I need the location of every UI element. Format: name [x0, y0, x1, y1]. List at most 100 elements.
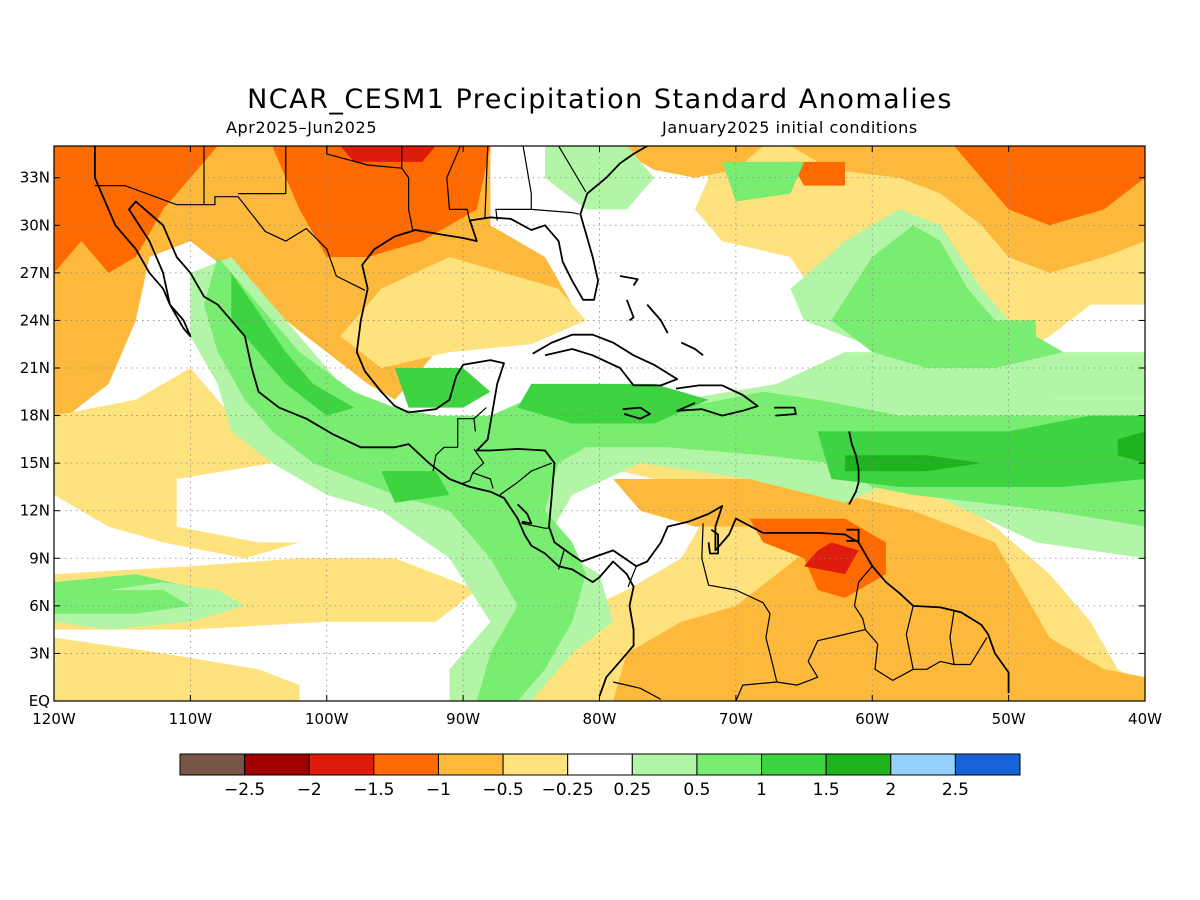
legend-label: −2	[297, 780, 322, 800]
anomaly-region-17	[804, 542, 859, 575]
legend-swatch	[373, 753, 439, 776]
legend-label: 2.5	[942, 780, 969, 800]
x-tick-label: 110W	[169, 710, 213, 728]
y-tick-label: 9N	[29, 549, 50, 567]
coastlines-and-borders	[94, 146, 1010, 701]
coastline-cuba	[532, 333, 679, 387]
coastline-hispaniola	[675, 384, 759, 417]
coastline-bahamas-2	[625, 299, 635, 322]
coastline-lake-maracaibo	[707, 528, 719, 555]
coastline-north-america-coast	[94, 146, 635, 697]
legend-label: −1.5	[353, 780, 394, 800]
coastline-bahamas-1	[619, 275, 639, 286]
legend-label: 1	[756, 780, 767, 800]
border-venezuela-guyana	[853, 565, 879, 645]
border-venezuela-brazil	[776, 629, 866, 686]
border-nicaragua-costarica	[521, 522, 549, 529]
legend-swatch	[761, 753, 827, 776]
coastline-us-gulf	[361, 146, 648, 301]
border-colombia-ecuador	[612, 681, 662, 700]
border-ms-tn	[446, 146, 461, 178]
border-colombia-brazil	[735, 681, 777, 701]
border-suriname-fguiana	[949, 610, 955, 665]
anomaly-region-11	[954, 146, 1145, 226]
coastline-lesser-antilles	[848, 431, 860, 505]
anomaly-region-26	[381, 471, 450, 503]
coastline-bahamas-4	[680, 341, 704, 357]
anomaly-region-13	[790, 161, 845, 186]
season-subtitle: Apr2025–Jun2025	[226, 118, 378, 137]
border-brazil-north	[874, 637, 988, 682]
x-tick-label: 50W	[992, 710, 1026, 728]
legend-label: −0.5	[482, 780, 523, 800]
y-tick-label: 15N	[20, 454, 50, 472]
x-tick-label: 60W	[855, 710, 889, 728]
border-elsalvador-honduras	[472, 472, 494, 489]
border-colombia-venezuela	[701, 523, 778, 683]
legend-swatch	[567, 753, 633, 776]
color-legend: −2.5 −2 −1.5 −1 −0.5 −0.25 0.25 0.5 1 1.5 2 2.5	[179, 753, 1021, 800]
anomaly-region-21	[394, 368, 491, 408]
anomaly-region-20	[231, 272, 354, 416]
legend-swatch	[954, 753, 1021, 776]
legend-swatch	[890, 753, 956, 776]
coastline-gulf-coast	[355, 288, 1010, 694]
legend-label: −0.25	[542, 780, 594, 800]
initial-conditions-subtitle: January2025 initial conditions	[662, 118, 918, 137]
y-tick-label: 18N	[20, 407, 50, 425]
x-tick-label: 90W	[446, 710, 480, 728]
legend-swatch	[308, 753, 375, 776]
coastline-bahamas-3	[646, 304, 669, 334]
border-panama-colombia	[627, 565, 637, 588]
legend-swatch	[244, 753, 310, 776]
legend-label: 0.25	[613, 780, 651, 800]
border-us-mexico	[94, 185, 366, 291]
anomaly-region-33	[981, 320, 1036, 353]
border-belize	[473, 407, 487, 420]
legend-swatch	[696, 753, 763, 776]
legend-swatch	[437, 753, 504, 776]
map-title: NCAR_CESM1 Precipitation Standard Anomal…	[247, 84, 953, 115]
border-ga-sc	[558, 146, 587, 193]
anomaly-region-15	[613, 479, 1145, 701]
x-tick-label: 70W	[719, 710, 753, 728]
x-tick-label: 80W	[583, 710, 617, 728]
y-tick-label: 12N	[20, 502, 50, 520]
anomaly-region-18	[190, 257, 1145, 701]
border-tx-la	[408, 177, 414, 231]
border-guyana-suriname	[905, 605, 914, 670]
border-costarica-panama	[558, 550, 565, 570]
coastline-puerto-rico	[774, 406, 797, 417]
grid-lines	[54, 146, 1145, 701]
legend-label: 0.5	[683, 780, 710, 800]
y-tick-label: 24N	[20, 311, 50, 329]
legend-swatch	[825, 753, 892, 776]
legend-swatch	[631, 753, 698, 776]
legend-label: 1.5	[813, 780, 840, 800]
anomaly-region-3	[340, 146, 436, 162]
legend-swatch	[179, 753, 246, 776]
anomaly-region-22	[517, 383, 709, 424]
coastline-lake-nicaragua	[517, 503, 533, 525]
y-tick-label: 30N	[20, 216, 50, 234]
y-tick-label: 27N	[20, 264, 50, 282]
border-ga-fl	[531, 208, 580, 215]
x-tick-label: 40W	[1128, 710, 1162, 728]
y-tick-label: 21N	[20, 359, 50, 377]
border-us-states-nm-tx	[238, 146, 287, 195]
border-la-ms-al	[446, 177, 471, 223]
coastline-jamaica	[622, 406, 651, 420]
x-tick-label: 100W	[305, 710, 349, 728]
legend-label: 2	[885, 780, 896, 800]
anomaly-region-30	[722, 161, 805, 202]
x-tick-label: 120W	[32, 710, 76, 728]
y-tick-label: 33N	[20, 169, 50, 187]
legend-label: −1	[426, 780, 451, 800]
border-ms-al	[484, 146, 489, 219]
y-tick-label: 6N	[29, 597, 50, 615]
y-tick-label: 3N	[29, 644, 50, 662]
anomaly-region-29	[54, 590, 191, 614]
legend-label: −2.5	[224, 780, 265, 800]
coastline-trinidad	[846, 528, 860, 542]
